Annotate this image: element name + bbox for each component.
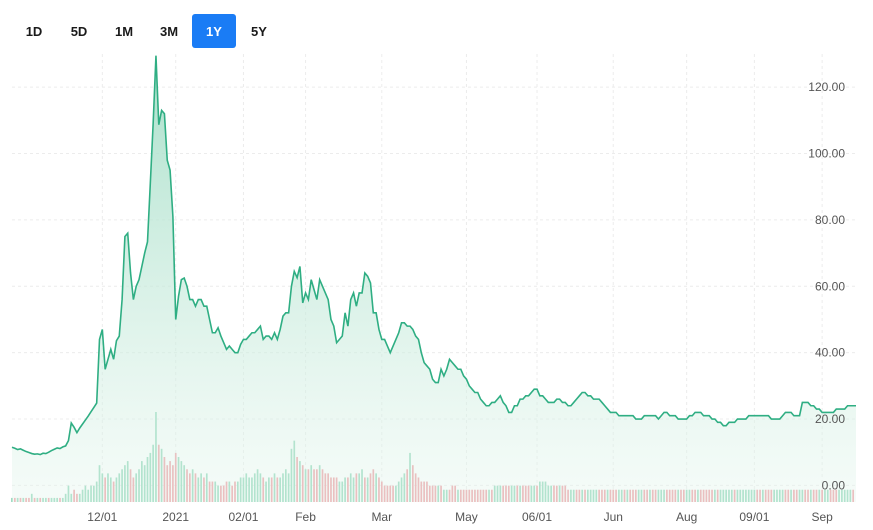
x-tick-label: Mar [371, 510, 392, 524]
range-button-1m[interactable]: 1M [102, 14, 146, 48]
x-axis: 12/01 2021 02/01 Feb Mar May 06/01 Jun Aug 09/01 S… [87, 510, 833, 524]
price-chart[interactable]: 0.00 20.00 40.00 60.00 80.00 100.00 120.00 12/… [0, 54, 873, 530]
price-line [11, 55, 856, 456]
x-tick-label: Sep [811, 510, 833, 524]
y-tick-label: 20.00 [815, 412, 845, 426]
range-button-3m[interactable]: 3M [147, 14, 191, 48]
x-tick-label: Aug [676, 510, 697, 524]
x-tick-label: Jun [604, 510, 623, 524]
x-tick-label: 06/01 [522, 510, 552, 524]
x-tick-label: Feb [295, 510, 316, 524]
x-tick-label: 09/01 [739, 510, 769, 524]
x-tick-label: 02/01 [228, 510, 258, 524]
x-tick-label: May [455, 510, 478, 524]
x-tick-label: 2021 [162, 510, 189, 524]
range-selector: 1D 5D 1M 3M 1Y 5Y [12, 14, 282, 48]
range-button-5y[interactable]: 5Y [237, 14, 281, 48]
x-tick-label: 12/01 [87, 510, 117, 524]
y-axis: 0.00 20.00 40.00 60.00 80.00 100.00 120.00 [808, 80, 845, 492]
price-area [12, 55, 856, 502]
range-button-1d[interactable]: 1D [12, 14, 56, 48]
y-tick-label: 120.00 [808, 80, 845, 94]
y-tick-label: 0.00 [822, 478, 846, 492]
y-tick-label: 80.00 [815, 213, 845, 227]
y-tick-label: 40.00 [815, 346, 845, 360]
y-tick-label: 60.00 [815, 279, 845, 293]
range-button-1y[interactable]: 1Y [192, 14, 236, 48]
y-tick-label: 100.00 [808, 147, 845, 161]
range-button-5d[interactable]: 5D [57, 14, 101, 48]
